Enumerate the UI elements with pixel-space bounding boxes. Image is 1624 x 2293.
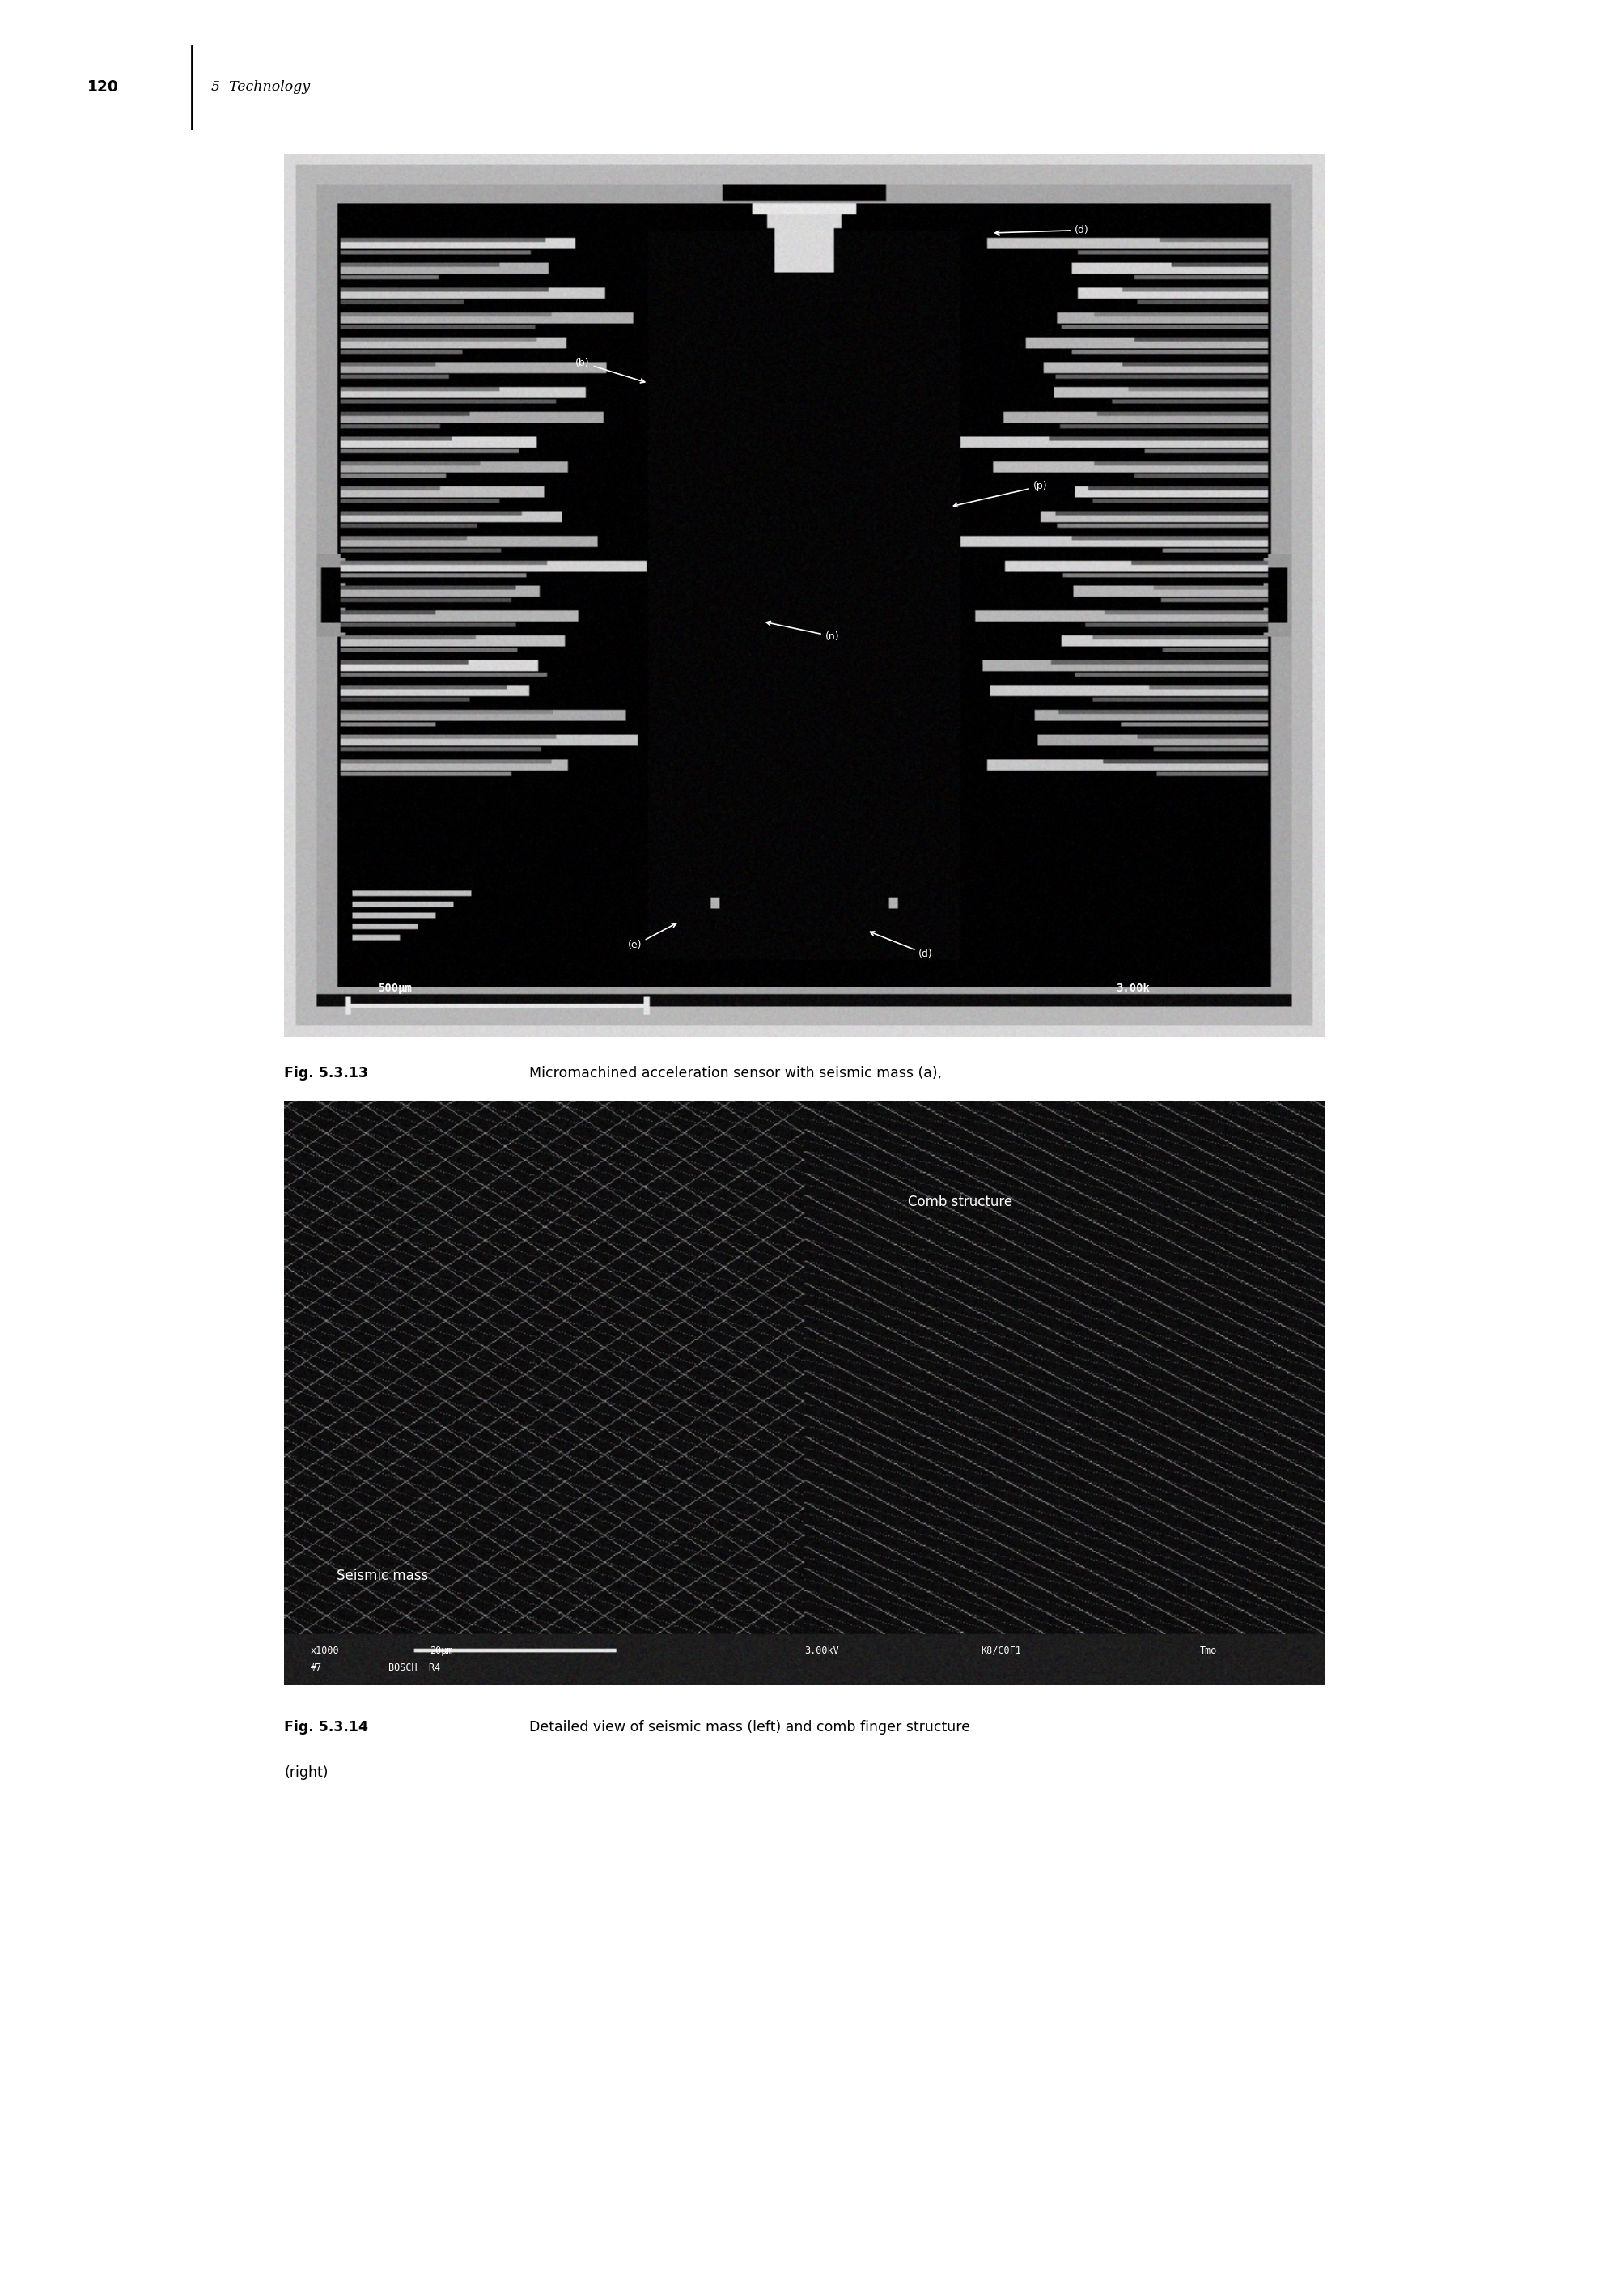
Text: 500μm: 500μm — [378, 984, 411, 995]
Text: Micromachined acceleration sensor with seismic mass (a),: Micromachined acceleration sensor with s… — [520, 1066, 942, 1080]
Text: Fig. 5.3.13: Fig. 5.3.13 — [284, 1066, 369, 1080]
Text: Seismic mass: Seismic mass — [336, 1568, 427, 1584]
Text: K8/C0F1: K8/C0F1 — [981, 1644, 1021, 1656]
Text: BOSCH  R4: BOSCH R4 — [388, 1662, 440, 1674]
Text: 120: 120 — [88, 80, 119, 94]
Text: Tmo: Tmo — [1199, 1644, 1216, 1656]
Text: 20μm: 20μm — [430, 1644, 453, 1656]
Text: Fig. 5.3.14: Fig. 5.3.14 — [284, 1720, 369, 1734]
Text: 3.00k: 3.00k — [1116, 984, 1150, 995]
Text: two supporting springs (d), and two over-range stops (e): two supporting springs (d), and two over… — [284, 1158, 684, 1172]
Text: (n): (n) — [767, 621, 840, 642]
Text: (right): (right) — [284, 1766, 328, 1779]
Text: movable comb fingers (b), two fixed-finger outer electrodes (c),: movable comb fingers (b), two fixed-fing… — [284, 1112, 736, 1126]
Text: (p): (p) — [953, 482, 1047, 507]
Text: 5  Technology: 5 Technology — [211, 80, 310, 94]
Text: x1000: x1000 — [310, 1644, 339, 1656]
Text: Comb structure: Comb structure — [908, 1195, 1012, 1208]
Text: #7: #7 — [310, 1662, 322, 1674]
Text: (d): (d) — [870, 931, 932, 958]
Text: (d): (d) — [996, 225, 1088, 236]
Text: Detailed view of seismic mass (left) and comb finger structure: Detailed view of seismic mass (left) and… — [520, 1720, 970, 1734]
Text: 3.00kV: 3.00kV — [804, 1644, 838, 1656]
Text: (e): (e) — [627, 924, 676, 952]
Text: (b): (b) — [575, 358, 645, 383]
